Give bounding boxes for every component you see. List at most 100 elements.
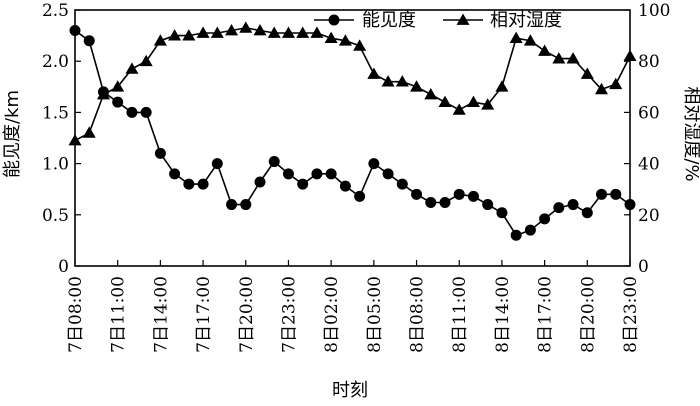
visibility-data-point — [69, 24, 81, 36]
left-y-tick-label: 0.5 — [42, 206, 69, 226]
x-tick-label: 8日14:00 — [493, 276, 513, 353]
right-y-tick-label: 100 — [638, 1, 670, 21]
humidity-data-point — [125, 62, 139, 74]
visibility-data-point — [254, 176, 266, 188]
humidity-data-point — [395, 75, 409, 87]
x-tick-label: 8日05:00 — [365, 276, 385, 353]
visibility-data-point — [467, 190, 479, 202]
x-tick-label: 7日11:00 — [109, 276, 129, 353]
visibility-data-point — [596, 188, 608, 200]
humidity-data-point — [324, 31, 338, 44]
humidity-series-line — [74, 27, 631, 142]
visibility-data-point — [382, 168, 394, 180]
humidity-data-point — [82, 126, 96, 138]
x-tick-label: 7日14:00 — [151, 276, 171, 353]
legend-label: 能见度 — [362, 10, 416, 31]
right-y-tick-label: 60 — [638, 103, 660, 123]
visibility-data-point — [325, 168, 337, 180]
visibility-data-point — [439, 197, 451, 209]
legend-triangle-marker — [456, 13, 470, 25]
humidity-data-point — [96, 87, 110, 100]
x-tick-label: 7日17:00 — [194, 276, 214, 353]
humidity-data-point — [111, 80, 125, 92]
humidity-data-point — [153, 34, 167, 46]
x-tick-label: 7日23:00 — [279, 276, 299, 353]
humidity-data-point — [580, 67, 594, 79]
visibility-data-point — [140, 106, 152, 118]
humidity-data-point — [466, 95, 480, 108]
visibility-data-point — [169, 168, 181, 180]
visibility-data-point — [154, 147, 166, 159]
visibility-data-point — [197, 178, 209, 190]
humidity-data-point — [595, 82, 609, 95]
legend-label: 相对湿度 — [490, 10, 562, 31]
x-tick-label: 8日17:00 — [536, 276, 556, 353]
visibility-data-point — [567, 199, 579, 211]
visibility-data-point — [610, 188, 622, 200]
visibility-data-point — [510, 229, 522, 241]
visibility-data-point — [411, 188, 423, 200]
humidity-data-point — [481, 98, 495, 110]
visibility-data-point — [368, 158, 380, 170]
humidity-data-point — [381, 75, 395, 87]
humidity-data-point — [338, 34, 352, 46]
left-y-axis-title: 能见度/km — [2, 90, 23, 178]
humidity-data-point — [68, 134, 82, 146]
x-tick-label: 8日11:00 — [450, 276, 470, 353]
visibility-data-point — [354, 190, 366, 202]
legend-circle-marker — [328, 14, 340, 26]
right-y-tick-label: 20 — [638, 206, 660, 226]
right-y-tick-label: 40 — [638, 155, 660, 175]
visibility-data-point — [339, 180, 351, 192]
visibility-data-point — [396, 178, 408, 190]
humidity-data-point — [424, 87, 438, 100]
humidity-data-point — [210, 26, 224, 38]
visibility-data-point — [112, 96, 124, 108]
visibility-data-point — [282, 168, 294, 180]
visibility-data-point — [126, 106, 138, 118]
visibility-data-point — [539, 213, 551, 225]
humidity-data-point — [566, 52, 580, 64]
humidity-data-point — [239, 21, 253, 33]
visibility-data-point — [183, 178, 195, 190]
humidity-data-point — [509, 31, 523, 44]
humidity-data-point — [267, 26, 281, 38]
left-y-tick-label: 0 — [58, 257, 69, 277]
visibility-data-point — [268, 156, 280, 168]
humidity-data-point — [523, 34, 537, 46]
right-y-tick-label: 80 — [638, 52, 660, 72]
left-y-tick-label: 2.0 — [42, 52, 69, 72]
humidity-data-point — [196, 26, 210, 38]
humidity-data-point — [623, 49, 637, 61]
humidity-data-point — [168, 29, 182, 41]
x-tick-label: 8日08:00 — [408, 276, 428, 353]
humidity-data-point — [367, 67, 381, 79]
humidity-data-point — [281, 26, 295, 38]
right-y-axis-title: 相对湿度/% — [681, 86, 700, 181]
visibility-data-point — [226, 199, 238, 211]
humidity-data-point — [495, 80, 509, 92]
left-y-tick-label: 1.5 — [42, 103, 69, 123]
visibility-series-line — [74, 29, 631, 237]
visibility-data-point — [581, 207, 593, 219]
visibility-data-point — [524, 224, 536, 236]
visibility-data-point — [240, 199, 252, 211]
x-tick-label: 7日08:00 — [66, 276, 86, 353]
humidity-data-point — [452, 103, 466, 115]
humidity-data-point — [296, 26, 310, 38]
humidity-data-point — [538, 44, 552, 56]
x-axis-title: 时刻 — [332, 380, 368, 401]
left-y-tick-label: 1.0 — [42, 155, 69, 175]
humidity-data-point — [438, 95, 452, 108]
humidity-data-point — [353, 39, 367, 51]
visibility-data-point — [297, 178, 309, 190]
visibility-data-point — [211, 158, 223, 170]
humidity-data-point — [310, 26, 324, 38]
humidity-data-point — [609, 77, 623, 90]
visibility-data-point — [311, 168, 323, 180]
humidity-data-point — [552, 52, 566, 64]
x-tick-label: 7日20:00 — [237, 276, 257, 353]
humidity-data-point — [139, 54, 153, 67]
humidity-data-point — [225, 23, 239, 36]
